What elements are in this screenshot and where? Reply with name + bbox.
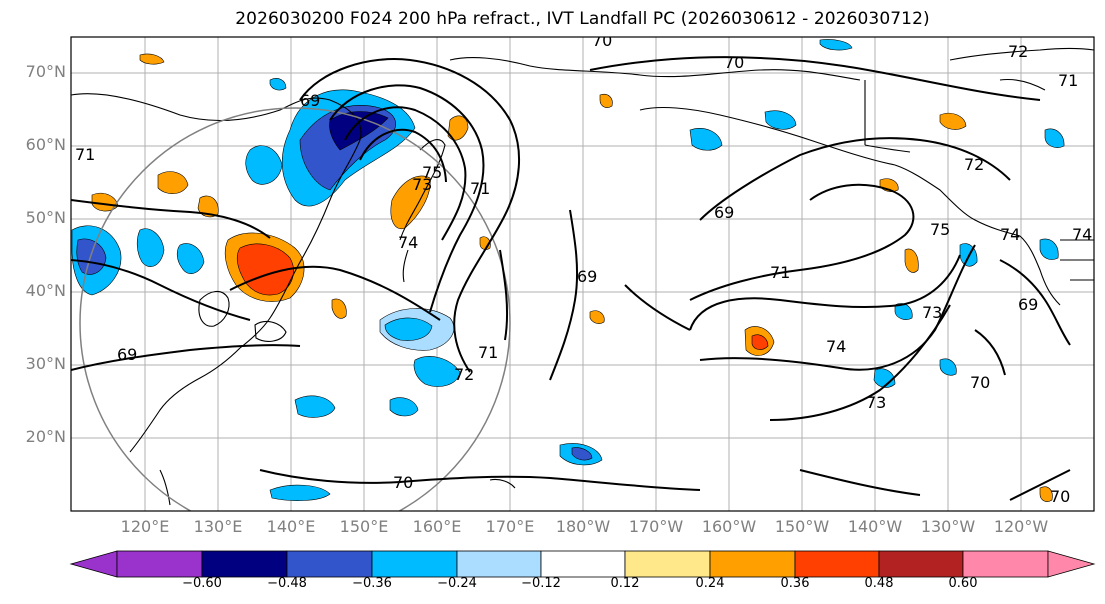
colorbar-tick-label: −0.48 [267, 576, 307, 591]
lat-label: 30°N [25, 354, 66, 373]
colorbar-extend-low [69, 550, 118, 578]
colorbar-tick-label: −0.24 [437, 576, 477, 591]
colorbar-segment [709, 550, 796, 578]
colorbar-segment [371, 550, 458, 578]
map-title: 2026030200 F024 200 hPa refract., IVT La… [235, 9, 930, 29]
colorbar-segment [878, 550, 964, 578]
refractivity-contours [71, 56, 1071, 501]
coastlines [71, 47, 1094, 506]
contour-label: 71 [470, 179, 490, 198]
lon-label: 120°W [993, 517, 1049, 536]
lat-label: 70°N [25, 62, 66, 81]
contour-label: 75 [422, 163, 442, 182]
colorbar-segment [116, 550, 203, 578]
contour-label: 70 [592, 31, 612, 50]
colorbar-tick-label: −0.60 [182, 576, 222, 591]
contour-label: 71 [478, 343, 498, 362]
colorbar-tick-label: 0.24 [695, 576, 725, 591]
lon-label: 140°W [847, 517, 903, 536]
colorbar-segment [962, 550, 1049, 578]
colorbar-tick-label: 0.36 [780, 576, 810, 591]
contour-label: 70 [970, 373, 990, 392]
contour-label: 71 [75, 145, 95, 164]
colorbar-segment [286, 550, 373, 578]
colorbar-tick-label: −0.12 [521, 576, 561, 591]
colorbar [69, 550, 1096, 578]
lon-label: 180°W [555, 517, 611, 536]
lon-label: 140°E [266, 517, 316, 536]
map-frame [70, 36, 1095, 512]
contour-label: 70 [724, 53, 744, 72]
contour-label: 75 [930, 220, 950, 239]
colorbar-segment [624, 550, 711, 578]
lat-label: 60°N [25, 135, 66, 154]
contour-label: 69 [300, 91, 320, 110]
lon-label: 150°W [774, 517, 830, 536]
contour-label: 74 [398, 233, 418, 252]
lat-label: 20°N [25, 427, 66, 446]
colorbar-tick-label: 0.12 [610, 576, 640, 591]
contour-label: 69 [577, 267, 597, 286]
contour-label: 71 [1058, 71, 1078, 90]
contour-label: 73 [922, 303, 942, 322]
contour-label: 72 [1008, 42, 1028, 61]
lat-label: 50°N [25, 208, 66, 227]
contour-labels: 70 72 70 71 69 71 73 75 74 72 75 74 74 6… [75, 31, 1092, 506]
landfall-radius-circle [79, 107, 511, 511]
lon-label: 130°W [920, 517, 976, 536]
lon-label: 160°W [701, 517, 757, 536]
lon-label: 170°W [628, 517, 684, 536]
contour-label: 73 [866, 393, 886, 412]
contour-label: 74 [1072, 225, 1092, 244]
colorbar-segment [794, 550, 880, 578]
lat-label: 40°N [25, 281, 66, 300]
colorbar-extend-high [1047, 550, 1096, 578]
contour-label: 71 [770, 263, 790, 282]
contour-label: 70 [1050, 487, 1070, 506]
colorbar-segment [201, 550, 288, 578]
contour-label: 74 [826, 337, 846, 356]
lon-label: 130°E [193, 517, 243, 536]
contour-label: 73 [412, 175, 432, 194]
lon-label: 120°E [120, 517, 170, 536]
contour-label: 74 [1000, 225, 1020, 244]
colorbar-tick-label: 0.48 [864, 576, 894, 591]
contour-label: 70 [393, 473, 413, 492]
colorbar-tick-label: 0.60 [948, 576, 978, 591]
contour-label: 72 [454, 365, 474, 384]
lon-label: 160°E [412, 517, 462, 536]
contour-label: 69 [714, 203, 734, 222]
contour-label: 72 [964, 155, 984, 174]
lon-label: 150°E [339, 517, 389, 536]
contour-label: 69 [1018, 295, 1038, 314]
contour-label: 69 [117, 345, 137, 364]
colorbar-segment [456, 550, 542, 578]
colorbar-segment [540, 550, 626, 578]
colorbar-tick-label: −0.36 [352, 576, 392, 591]
lon-label: 170°E [485, 517, 535, 536]
